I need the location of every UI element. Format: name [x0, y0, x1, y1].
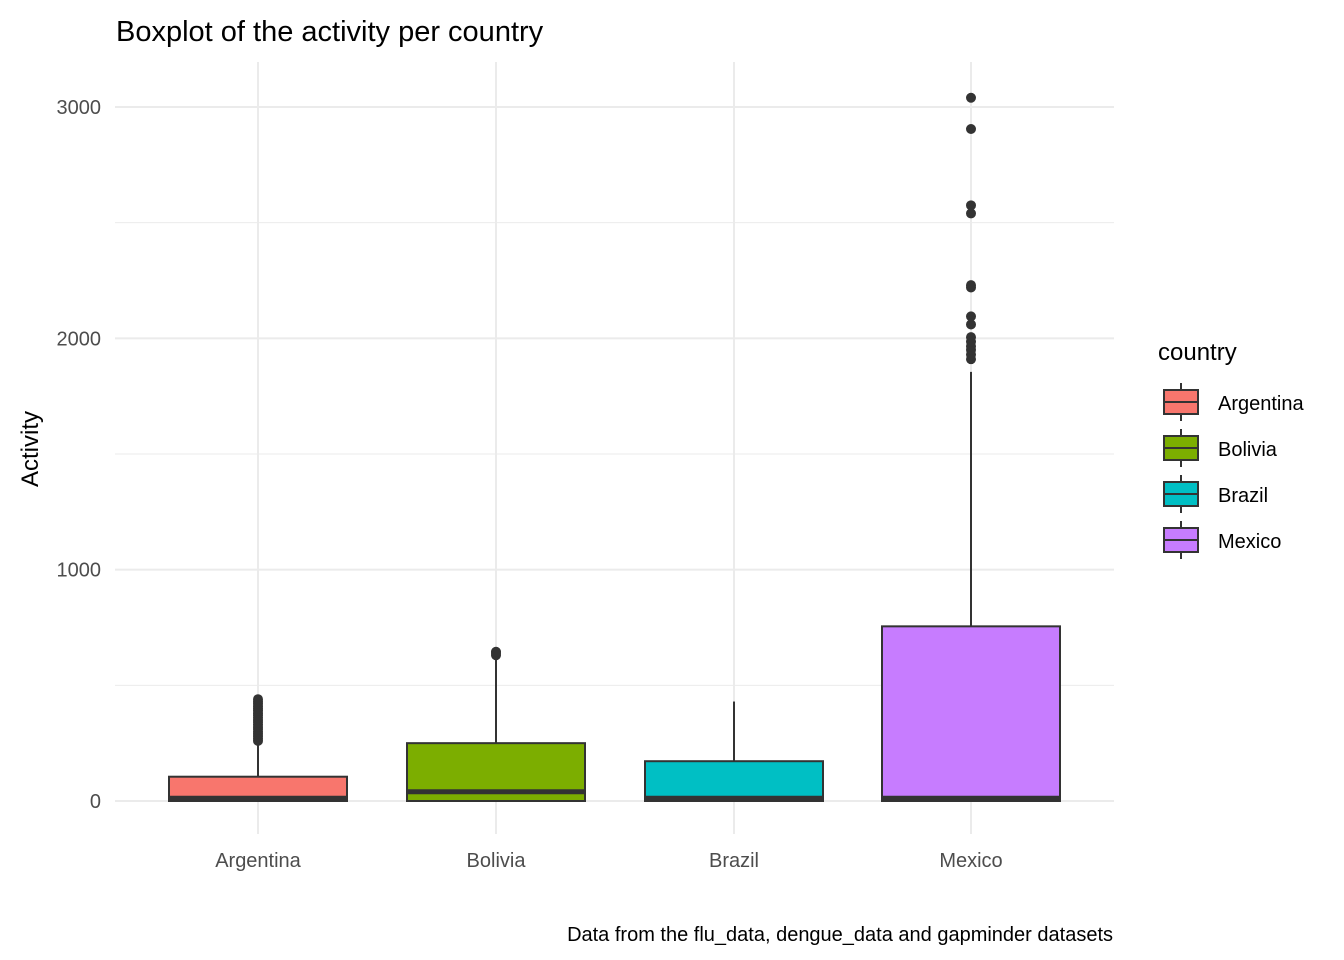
legend-item-bolivia: Bolivia: [1163, 429, 1278, 467]
legend-label: Mexico: [1218, 531, 1281, 553]
legend: country Argentina Bolivia Brazil Mexico: [1158, 339, 1304, 559]
box-argentina: [168, 694, 348, 803]
legend-label: Argentina: [1218, 393, 1304, 415]
box-iqr: [881, 625, 1061, 802]
x-tick-label: Argentina: [215, 850, 301, 872]
y-tick-label: 2000: [57, 328, 102, 350]
box-mexico: [881, 92, 1061, 802]
box-brazil: [644, 701, 824, 803]
x-tick-label: Mexico: [939, 850, 1002, 872]
x-tick-label: Brazil: [709, 850, 759, 872]
box-layer: [168, 92, 1061, 803]
outlier-point: [491, 646, 501, 657]
legend-item-argentina: Argentina: [1163, 383, 1304, 421]
y-axis-title: Activity: [17, 411, 44, 487]
outlier-point: [966, 280, 976, 291]
outlier-point: [253, 694, 263, 705]
legend-label: Brazil: [1218, 485, 1268, 507]
legend-item-mexico: Mexico: [1163, 521, 1281, 559]
outlier-point: [966, 319, 976, 330]
outlier-point: [966, 92, 976, 103]
box-bolivia: [406, 646, 586, 803]
y-tick-label: 1000: [57, 560, 102, 582]
legend-items: Argentina Bolivia Brazil Mexico: [1163, 383, 1304, 559]
outlier-point: [966, 332, 976, 343]
y-tick-label: 0: [90, 791, 101, 813]
x-axis-ticks: Argentina Bolivia Brazil Mexico: [215, 850, 1002, 872]
legend-title: country: [1158, 339, 1237, 366]
box-iqr: [644, 760, 824, 803]
outlier-point: [966, 123, 976, 134]
legend-label: Bolivia: [1218, 439, 1278, 461]
outlier-point: [966, 200, 976, 211]
x-tick-label: Bolivia: [467, 850, 527, 872]
legend-item-brazil: Brazil: [1163, 475, 1268, 513]
outlier-point: [966, 311, 976, 322]
outlier-point: [966, 208, 976, 219]
y-axis-ticks: 0 1000 2000 3000: [57, 97, 102, 813]
y-tick-label: 3000: [57, 97, 102, 119]
chart-title: Boxplot of the activity per country: [116, 16, 544, 48]
chart-caption: Data from the flu_data, dengue_data and …: [567, 924, 1113, 946]
